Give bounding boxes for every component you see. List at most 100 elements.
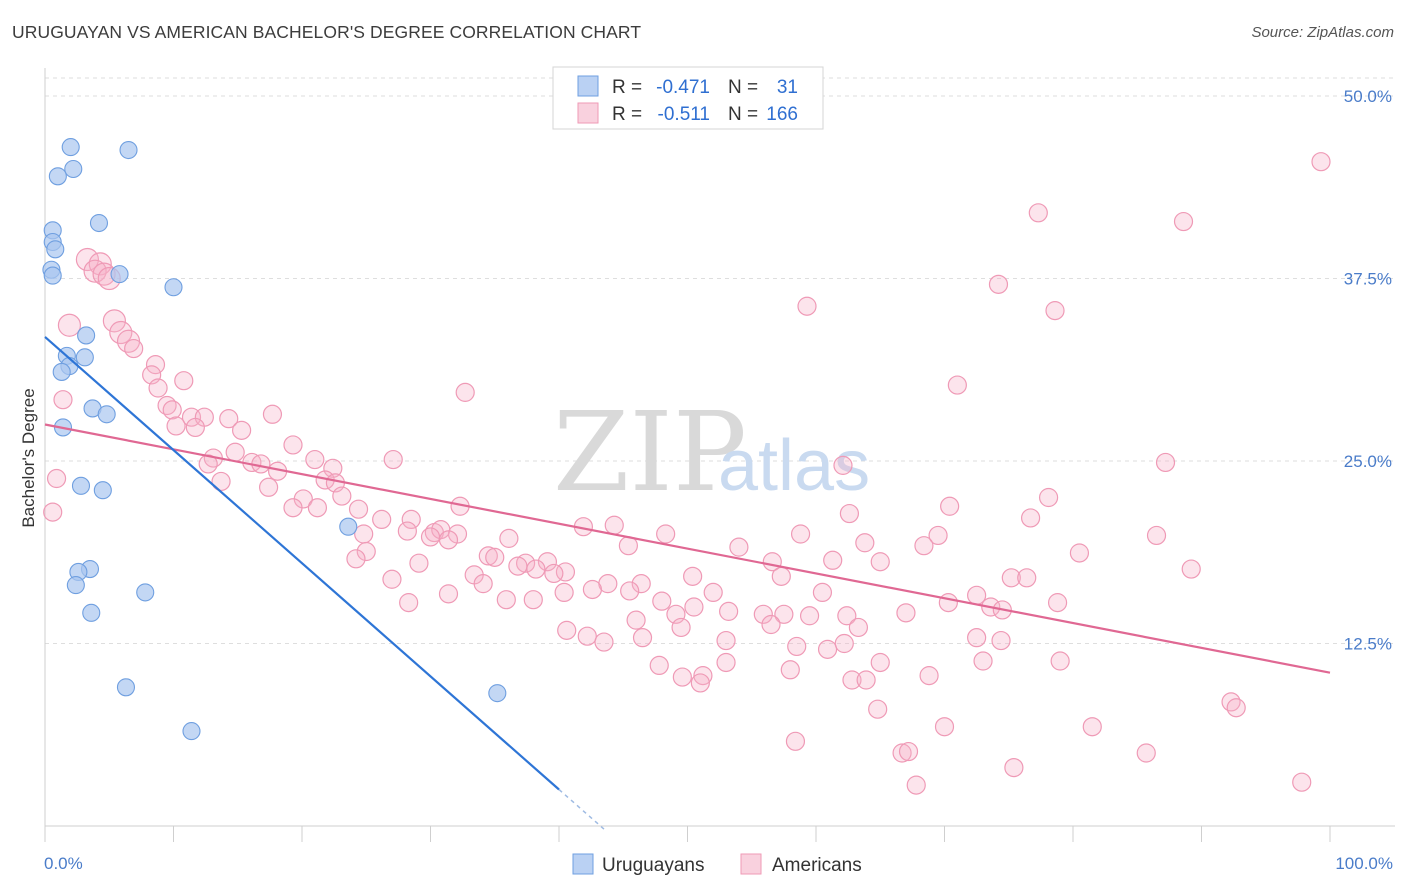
americans-point [1136,743,1156,763]
americans-point [409,553,429,573]
americans-point [906,775,926,795]
americans-point [75,247,100,272]
americans-point [672,667,692,687]
uruguayans-point [97,405,116,424]
americans-point [594,632,614,652]
americans-point [1173,211,1194,232]
americans-point [928,525,948,546]
americans-point [420,527,441,547]
americans-point [399,593,419,613]
watermark-zip: ZIP [553,388,747,516]
americans-point [232,420,252,440]
uruguayans-point [89,213,109,233]
legend-n-label: N = [728,104,758,125]
americans-point [1047,593,1068,613]
y-tick-label: 50.0% [1344,87,1392,106]
americans-point [83,259,107,283]
americans-point [684,597,704,617]
x-tick-label-min: 0.0% [44,854,83,873]
americans-point [896,603,916,623]
americans-point [537,552,558,572]
americans-point [1004,757,1024,778]
legend-swatch [577,75,599,97]
americans-point [1181,559,1201,579]
americans-point [719,601,739,621]
uruguayans-point [66,576,85,595]
americans-point [799,606,820,626]
americans-point [43,502,63,522]
americans-point [145,355,166,375]
americans-point [102,309,126,333]
americans-point [219,409,239,429]
americans-point [797,296,817,316]
watermark: ZIP atlas [553,388,870,516]
americans-point [185,417,205,438]
y-tick-label: 37.5% [1344,270,1392,289]
americans-point [848,617,869,638]
americans-point [967,628,987,648]
americans-point [716,652,736,673]
y-tick-label: 25.0% [1344,452,1392,471]
legend-box: R = -0.471 N = 31 R = -0.511 N = 166 [552,66,824,130]
americans-point [397,521,417,541]
y-tick-labels: 12.5% 25.0% 37.5% 50.0% [1344,87,1392,654]
legend-r-label: R = [612,104,642,125]
uruguayans-point [182,722,201,741]
bottom-legend: Uruguayans Americans [572,853,862,876]
uruguayans-point [488,684,507,703]
americans-point [383,449,403,470]
americans-point [1001,568,1021,588]
gridlines [45,77,1395,644]
uruguayans-point [93,481,112,500]
americans-point [354,524,374,544]
americans-point [478,546,498,566]
uruguayans-point [71,476,91,495]
chart-title: URUGUAYAN VS AMERICAN BACHELOR'S DEGREE … [12,22,642,42]
americans-point [785,731,806,751]
uruguayans-trend-line [44,336,560,791]
americans-point [842,670,862,690]
bottom-legend-label-americans: Americans [772,855,862,876]
americans-point [382,569,402,589]
americans-point [761,614,781,635]
americans-point [109,320,133,345]
americans-point [523,590,543,610]
y-tick-label: 12.5% [1344,635,1392,654]
americans-point [855,533,875,553]
legend-r-value: -0.511 [658,104,710,125]
americans-point [656,524,676,544]
americans-point [166,416,186,436]
americans-point [837,606,857,626]
legend-n-label: N = [728,77,758,98]
americans-point [496,590,516,610]
americans-point [582,579,603,600]
americans-point [693,666,713,686]
americans-point [833,455,853,475]
americans-point [515,553,536,573]
americans-point [225,442,245,462]
americans-point [499,528,519,548]
americans-point [771,566,791,586]
legend-n-value: 31 [777,77,798,98]
uruguayans-point [75,348,94,367]
americans-point [934,717,955,737]
americans-point [649,655,669,676]
legend-swatch [577,102,599,124]
americans-point [870,552,890,572]
americans-point [947,375,967,395]
americans-point [307,498,328,518]
americans-point [774,604,794,624]
americans-point [632,628,653,648]
americans-point [938,593,958,613]
americans-point [1155,452,1176,473]
americans-point [870,652,890,673]
americans-point [856,670,876,690]
americans-trend-line [44,423,1331,674]
x-tick-labels: 0.0% 100.0% [44,854,1393,873]
americans-point [787,636,807,657]
americans-point [554,582,574,603]
americans-point [438,530,459,550]
americans-point [372,509,392,530]
americans-point [438,584,459,604]
americans-points [43,152,1331,795]
